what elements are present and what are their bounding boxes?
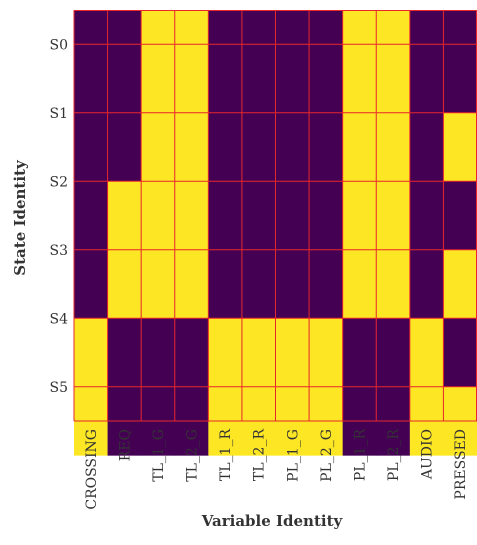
heatmap-cell <box>409 181 444 251</box>
x-tick-label: CROSSING <box>84 429 100 510</box>
heatmap-cell <box>141 318 176 388</box>
heatmap-cell <box>141 181 176 251</box>
heatmap-cell <box>241 112 276 182</box>
heatmap-cell <box>174 249 209 319</box>
heatmap-cell <box>208 44 243 114</box>
heatmap-cell <box>275 44 310 114</box>
heatmap-cell <box>241 181 276 251</box>
x-tick-label: PL_2_G <box>319 429 335 482</box>
y-tick-label: S0 <box>50 37 69 53</box>
heatmap-cell <box>275 318 310 388</box>
heatmap-cell <box>241 318 276 388</box>
heatmap-cell <box>74 249 108 319</box>
heatmap-cell <box>376 44 411 114</box>
heatmap-cell <box>107 181 142 251</box>
heatmap-cell <box>443 318 477 388</box>
heatmap-cell <box>141 112 176 182</box>
heatmap-cell <box>342 112 377 182</box>
heatmap-cell <box>275 112 310 182</box>
heatmap-cell <box>74 10 108 45</box>
y-axis-label: State Identity <box>11 159 29 276</box>
heatmap-cell <box>309 10 344 45</box>
x-tick-label: PL_2_R <box>386 429 402 482</box>
heatmap-cell <box>74 44 108 114</box>
x-tick-label: TL_1_G <box>151 429 167 482</box>
x-tick-label: PL_1_G <box>285 429 301 482</box>
heatmap-cell <box>309 181 344 251</box>
heatmap-cell <box>107 249 142 319</box>
y-tick-labels: S0 S1 S2 S3 S4 S5 <box>50 37 69 396</box>
heatmap-cell <box>74 181 108 251</box>
grid-lines <box>73 10 477 422</box>
heatmap-cell <box>275 249 310 319</box>
heatmap-cell <box>443 44 477 114</box>
heatmap-cell <box>174 10 209 45</box>
heatmap-cell <box>241 10 276 45</box>
heatmap-cell <box>174 318 209 388</box>
heatmap-cell <box>241 44 276 114</box>
heatmap-cell <box>409 44 444 114</box>
heatmap-cell <box>376 318 411 388</box>
heatmap-cell <box>141 44 176 114</box>
heatmap-cell <box>107 10 142 45</box>
heatmap-cell <box>342 318 377 388</box>
heatmap-cell <box>208 112 243 182</box>
x-tick-label: REQ <box>117 429 133 461</box>
heatmap-cell <box>443 181 477 251</box>
heatmap-cell <box>208 318 243 388</box>
heatmap-cell <box>241 249 276 319</box>
heatmap-cell <box>342 10 377 45</box>
x-tick-labels: CROSSING REQ TL_1_G TL_2_G TL_1_R TL_2_R PL_1_… <box>84 429 469 510</box>
heatmap-cell <box>309 112 344 182</box>
heatmap-cell <box>141 249 176 319</box>
x-tick-label: PRESSED <box>453 429 469 500</box>
y-tick-label: S1 <box>50 106 69 122</box>
heatmap-cell <box>443 10 477 45</box>
heatmap-cell <box>309 44 344 114</box>
heatmap-cell <box>376 181 411 251</box>
heatmap-cell <box>174 112 209 182</box>
heatmap-cell <box>376 249 411 319</box>
heatmap-cell <box>409 112 444 182</box>
heatmap-cell <box>309 318 344 388</box>
heatmap-cell <box>342 249 377 319</box>
heatmap-cell <box>409 249 444 319</box>
x-tick-label: TL_1_R <box>218 429 234 482</box>
heatmap-cell <box>376 10 411 45</box>
heatmap-cell <box>141 10 176 45</box>
heatmap-cell <box>174 44 209 114</box>
heatmap-cell <box>443 112 477 182</box>
y-tick-label: S5 <box>50 380 69 396</box>
heatmap-cell <box>74 318 108 388</box>
x-axis-label: Variable Identity <box>201 512 344 530</box>
heatmap-cell <box>208 10 243 45</box>
heatmap-cell <box>376 112 411 182</box>
heatmap-cell <box>342 181 377 251</box>
heatmap-cell <box>443 249 477 319</box>
heatmap-cell <box>409 10 444 45</box>
heatmap-cell <box>208 249 243 319</box>
heatmap-cell <box>107 44 142 114</box>
heatmap-cell <box>107 112 142 182</box>
y-tick-label: S3 <box>50 243 69 259</box>
heatmap-cell <box>275 181 310 251</box>
y-tick-label: S2 <box>50 174 69 190</box>
heatmap-cell <box>275 10 310 45</box>
heatmap-cell <box>208 181 243 251</box>
heatmap-cell <box>309 249 344 319</box>
heatmap-cell <box>107 318 142 388</box>
x-tick-label: TL_2_G <box>185 429 201 482</box>
heatmap-cell <box>74 112 108 182</box>
y-tick-label: S4 <box>50 311 69 327</box>
heatmap-cell <box>174 181 209 251</box>
heatmap-cell <box>342 44 377 114</box>
heatmap-cell <box>409 318 444 388</box>
x-tick-label: AUDIO <box>420 429 436 480</box>
x-tick-label: PL_1_R <box>352 429 368 482</box>
x-tick-label: TL_2_R <box>252 429 268 482</box>
